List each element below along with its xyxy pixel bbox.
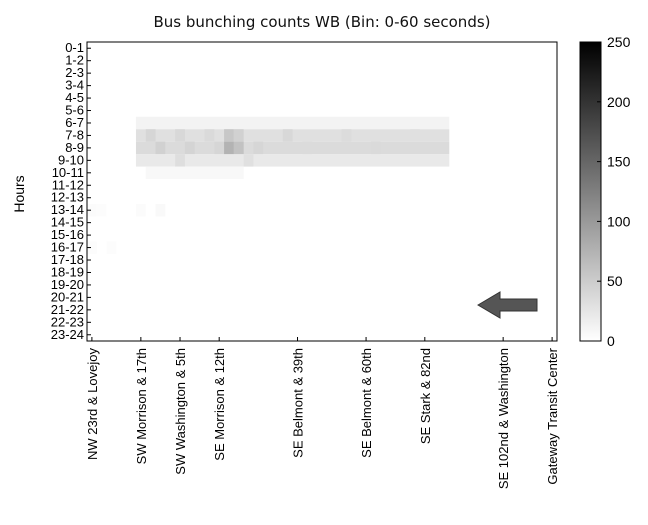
x-tick-label: SE Belmont & 39th	[291, 348, 306, 458]
heatmap-cell	[175, 129, 185, 142]
y-tick-label: 2-3	[65, 65, 84, 80]
chart-title: Bus bunching counts WB (Bin: 0-60 second…	[153, 13, 490, 31]
y-tick-label: 3-4	[65, 78, 84, 93]
heatmap-cell	[87, 203, 97, 217]
y-tick-labels: 0-11-22-33-44-55-66-77-88-99-1010-1111-1…	[51, 40, 91, 342]
colorbar-tick-label: 100	[607, 213, 631, 229]
y-tick-label: 10-11	[52, 165, 84, 180]
colorbar-tick-label: 50	[607, 273, 623, 289]
heatmap-cell	[135, 154, 450, 167]
colorbar-tick-label: 200	[607, 94, 631, 110]
x-tick-label: SE Belmont & 60th	[359, 348, 374, 458]
y-tick-label: 20-21	[51, 289, 84, 304]
heatmap-cell	[224, 129, 234, 142]
heatmap-cell	[96, 203, 107, 217]
y-tick-label: 15-16	[51, 227, 84, 242]
heatmap-cell	[145, 166, 244, 180]
heatmap-cell	[145, 129, 156, 142]
x-tick-label: SW Washington & 5th	[173, 348, 188, 475]
x-tick-label: Gateway Transit Center	[545, 347, 560, 484]
x-tick-label: SE 102nd & Washington	[496, 348, 511, 489]
heatmap-cell	[204, 129, 215, 142]
colorbar-gradient	[579, 41, 602, 342]
colorbar-tick-label: 0	[607, 333, 615, 349]
heatmap-cell	[282, 129, 293, 142]
y-tick-label: 12-13	[51, 190, 84, 205]
y-tick-label: 0-1	[65, 40, 84, 55]
x-tick-labels: NW 23rd & Lovejoy SW Morrison & 17th SW Wa…	[85, 337, 560, 489]
y-tick-label: 11-12	[52, 177, 84, 192]
y-tick-label: 16-17	[51, 240, 84, 255]
heatmap-cell	[341, 129, 352, 142]
direction-arrow-icon	[477, 291, 538, 319]
heatmap-cell	[224, 141, 234, 155]
y-tick-label: 1-2	[65, 53, 84, 68]
heatmap-cell	[135, 203, 146, 217]
x-tick-label: SE Stark & 82nd	[418, 348, 433, 444]
y-tick-label: 5-6	[65, 103, 84, 118]
heatmap-cell	[302, 141, 313, 155]
heatmap-cell	[155, 141, 166, 155]
plot-area	[86, 41, 558, 342]
heatmap-cell	[370, 141, 381, 155]
heatmap-cell	[135, 116, 450, 130]
heatmap-cell	[214, 141, 225, 155]
heatmap-cell	[243, 154, 254, 167]
y-tick-label: 14-15	[51, 215, 84, 230]
colorbar: 0 50 100 150 200 250	[579, 34, 631, 349]
y-tick-label: 23-24	[51, 327, 84, 342]
y-axis-label: Hours	[11, 175, 27, 212]
y-tick-label: 22-23	[51, 314, 84, 329]
colorbar-tick-label: 250	[607, 34, 631, 50]
x-tick-label: NW 23rd & Lovejoy	[85, 348, 100, 460]
x-tick-label: SW Morrison & 17th	[134, 348, 149, 464]
heatmap-cell	[410, 129, 420, 142]
heatmap-cell	[106, 241, 117, 254]
heatmap-cell	[155, 203, 166, 217]
plot-background	[87, 42, 557, 341]
heatmap-cell	[233, 129, 244, 142]
colorbar-tick-label: 150	[607, 154, 631, 170]
heatmap-cell	[253, 141, 264, 155]
y-tick-label: 7-8	[65, 127, 84, 142]
y-tick-label: 18-19	[51, 264, 84, 279]
y-tick-label: 8-9	[65, 140, 84, 155]
heatmap-cell	[233, 141, 244, 155]
y-tick-label: 21-22	[51, 302, 84, 317]
y-tick-label: 13-14	[51, 202, 84, 217]
y-tick-label: 9-10	[58, 152, 84, 167]
x-tick-label: SE Morrison & 12th	[212, 348, 227, 461]
y-tick-label: 19-20	[51, 277, 84, 292]
left-arrow-icon	[477, 291, 538, 319]
heatmap-cell	[87, 241, 97, 254]
y-tick-label: 17-18	[51, 252, 84, 267]
heatmap-cell	[135, 141, 450, 155]
y-tick-label: 4-5	[65, 90, 84, 105]
y-tick-label: 6-7	[65, 115, 84, 130]
heatmap-cell	[175, 154, 185, 167]
plot-frame	[86, 41, 558, 342]
heatmap-cell	[184, 141, 195, 155]
